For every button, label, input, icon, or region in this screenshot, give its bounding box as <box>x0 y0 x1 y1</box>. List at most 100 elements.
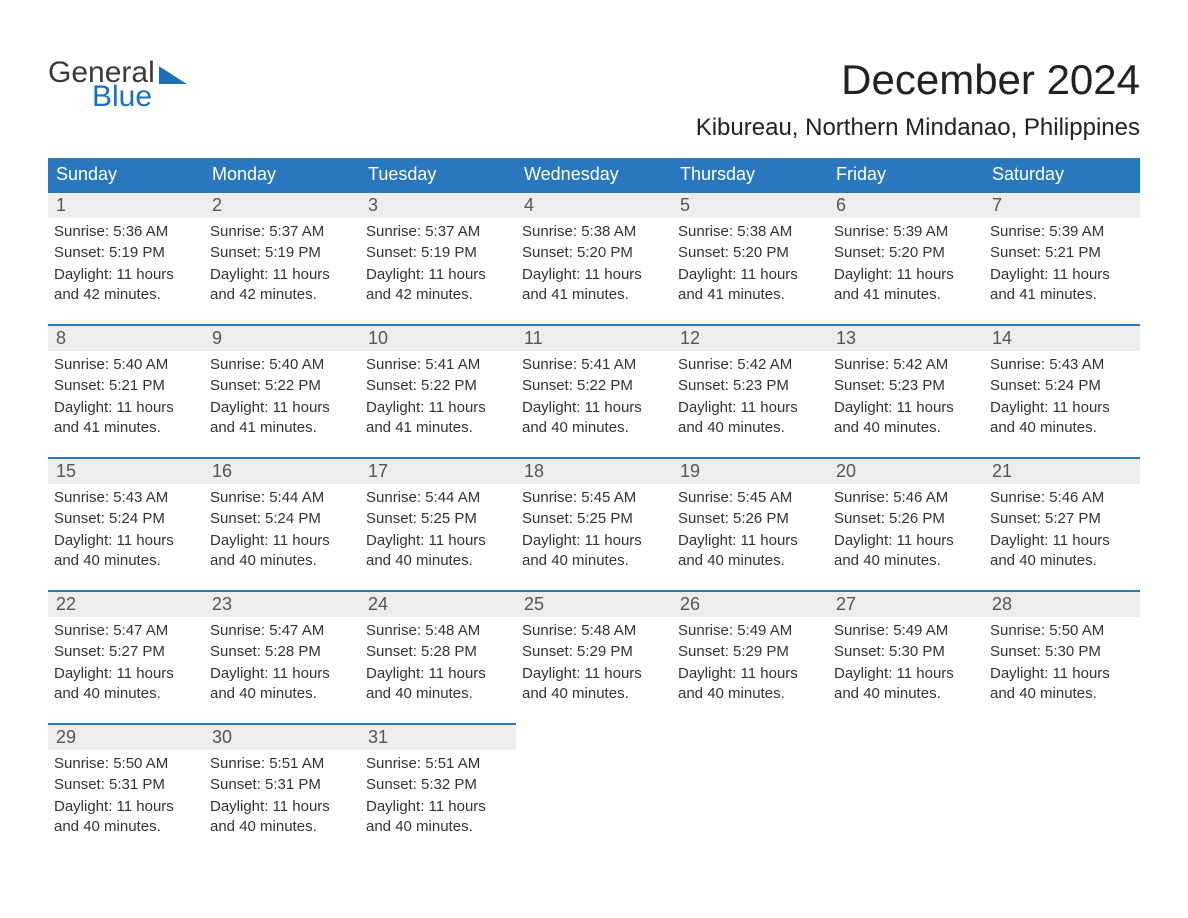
calendar-day-cell: 9Sunrise: 5:40 AMSunset: 5:22 PMDaylight… <box>204 325 360 458</box>
sunrise-line: Sunrise: 5:46 AM <box>990 488 1134 508</box>
day-details: Sunrise: 5:41 AMSunset: 5:22 PMDaylight:… <box>366 355 510 438</box>
sunrise-line: Sunrise: 5:37 AM <box>366 222 510 242</box>
weekday-header-row: Sunday Monday Tuesday Wednesday Thursday… <box>48 158 1140 192</box>
day-number: 13 <box>836 328 856 348</box>
sunrise-line: Sunrise: 5:49 AM <box>834 621 978 641</box>
day-number: 18 <box>524 461 544 481</box>
day-number: 26 <box>680 594 700 614</box>
day-details: Sunrise: 5:45 AMSunset: 5:25 PMDaylight:… <box>522 488 666 571</box>
calendar-day-cell: 20 Sunrise: 5:46 AMSunset: 5:26 PMDayligh… <box>828 458 984 591</box>
day-number: 20 <box>836 461 856 481</box>
weekday-header: Wednesday <box>516 158 672 192</box>
day-number: 15 <box>56 461 76 481</box>
daylight-line: Daylight: 11 hours and 40 minutes. <box>210 531 354 572</box>
calendar-week-row: 29Sunrise: 5:50 AMSunset: 5:31 PMDayligh… <box>48 724 1140 856</box>
daylight-line: Daylight: 11 hours and 41 minutes. <box>366 398 510 439</box>
calendar-day-cell: 6Sunrise: 5:39 AMSunset: 5:20 PMDaylight… <box>828 192 984 325</box>
sunset-line: Sunset: 5:21 PM <box>990 243 1134 263</box>
daylight-line: Daylight: 11 hours and 40 minutes. <box>990 531 1134 572</box>
sunset-line: Sunset: 5:30 PM <box>990 642 1134 662</box>
sunrise-line: Sunrise: 5:37 AM <box>210 222 354 242</box>
day-details: Sunrise: 5:37 AMSunset: 5:19 PMDaylight:… <box>210 222 354 305</box>
day-details: Sunrise: 5:43 AMSunset: 5:24 PMDaylight:… <box>54 488 198 571</box>
sunset-line: Sunset: 5:24 PM <box>210 509 354 529</box>
sunset-line: Sunset: 5:21 PM <box>54 376 198 396</box>
logo-flag-icon <box>159 66 187 84</box>
day-number: 16 <box>212 461 232 481</box>
sunset-line: Sunset: 5:29 PM <box>522 642 666 662</box>
sunset-line: Sunset: 5:22 PM <box>210 376 354 396</box>
calendar-week-row: 8Sunrise: 5:40 AMSunset: 5:21 PMDaylight… <box>48 325 1140 458</box>
day-number: 3 <box>368 195 378 215</box>
day-details: Sunrise: 5:51 AMSunset: 5:32 PMDaylight:… <box>366 754 510 837</box>
calendar-day-cell: 30Sunrise: 5:51 AMSunset: 5:31 PMDayligh… <box>204 724 360 856</box>
calendar-day-cell: 2Sunrise: 5:37 AMSunset: 5:19 PMDaylight… <box>204 192 360 325</box>
day-number: 8 <box>56 328 66 348</box>
daylight-line: Daylight: 11 hours and 40 minutes. <box>54 797 198 838</box>
daylight-line: Daylight: 11 hours and 41 minutes. <box>54 398 198 439</box>
daylight-line: Daylight: 11 hours and 40 minutes. <box>834 398 978 439</box>
sunset-line: Sunset: 5:24 PM <box>54 509 198 529</box>
daylight-line: Daylight: 11 hours and 40 minutes. <box>522 664 666 705</box>
sunrise-line: Sunrise: 5:39 AM <box>990 222 1134 242</box>
daylight-line: Daylight: 11 hours and 40 minutes. <box>678 398 822 439</box>
calendar-table: Sunday Monday Tuesday Wednesday Thursday… <box>48 158 1140 856</box>
daylight-line: Daylight: 11 hours and 40 minutes. <box>54 664 198 705</box>
sunset-line: Sunset: 5:25 PM <box>522 509 666 529</box>
sunset-line: Sunset: 5:27 PM <box>990 509 1134 529</box>
calendar-day-cell: 28Sunrise: 5:50 AMSunset: 5:30 PMDayligh… <box>984 591 1140 724</box>
daylight-line: Daylight: 11 hours and 41 minutes. <box>210 398 354 439</box>
sunrise-line: Sunrise: 5:47 AM <box>54 621 198 641</box>
sunset-line: Sunset: 5:31 PM <box>210 775 354 795</box>
sunset-line: Sunset: 5:19 PM <box>210 243 354 263</box>
calendar-day-cell: 7Sunrise: 5:39 AMSunset: 5:21 PMDaylight… <box>984 192 1140 325</box>
day-number: 21 <box>992 461 1012 481</box>
daylight-line: Daylight: 11 hours and 40 minutes. <box>834 664 978 705</box>
day-details: Sunrise: 5:49 AMSunset: 5:29 PMDaylight:… <box>678 621 822 704</box>
daylight-line: Daylight: 11 hours and 42 minutes. <box>210 265 354 306</box>
calendar-day-cell <box>672 724 828 856</box>
sunset-line: Sunset: 5:28 PM <box>210 642 354 662</box>
sunrise-line: Sunrise: 5:45 AM <box>678 488 822 508</box>
calendar-day-cell: 4Sunrise: 5:38 AMSunset: 5:20 PMDaylight… <box>516 192 672 325</box>
day-details: Sunrise: 5:46 AMSunset: 5:27 PMDaylight:… <box>990 488 1134 571</box>
calendar-day-cell: 11Sunrise: 5:41 AMSunset: 5:22 PMDayligh… <box>516 325 672 458</box>
daylight-line: Daylight: 11 hours and 40 minutes. <box>54 531 198 572</box>
day-details: Sunrise: 5:44 AMSunset: 5:25 PMDaylight:… <box>366 488 510 571</box>
day-details: Sunrise: 5:38 AMSunset: 5:20 PMDaylight:… <box>678 222 822 305</box>
title-block: December 2024 Kibureau, Northern Mindana… <box>696 56 1140 154</box>
sunrise-line: Sunrise: 5:44 AM <box>366 488 510 508</box>
daylight-line: Daylight: 11 hours and 40 minutes. <box>990 664 1134 705</box>
weekday-header: Friday <box>828 158 984 192</box>
sunset-line: Sunset: 5:25 PM <box>366 509 510 529</box>
month-title: December 2024 <box>696 56 1140 104</box>
weekday-header: Monday <box>204 158 360 192</box>
day-details: Sunrise: 5:44 AMSunset: 5:24 PMDaylight:… <box>210 488 354 571</box>
weekday-header: Saturday <box>984 158 1140 192</box>
day-details: Sunrise: 5:46 AMSunset: 5:26 PMDaylight:… <box>834 488 978 571</box>
sunrise-line: Sunrise: 5:43 AM <box>990 355 1134 375</box>
day-number: 27 <box>836 594 856 614</box>
sunrise-line: Sunrise: 5:46 AM <box>834 488 978 508</box>
day-number: 9 <box>212 328 222 348</box>
day-details: Sunrise: 5:41 AMSunset: 5:22 PMDaylight:… <box>522 355 666 438</box>
daylight-line: Daylight: 11 hours and 40 minutes. <box>210 797 354 838</box>
sunrise-line: Sunrise: 5:42 AM <box>834 355 978 375</box>
calendar-day-cell: 19Sunrise: 5:45 AMSunset: 5:26 PMDayligh… <box>672 458 828 591</box>
day-details: Sunrise: 5:42 AMSunset: 5:23 PMDaylight:… <box>678 355 822 438</box>
sunset-line: Sunset: 5:27 PM <box>54 642 198 662</box>
sunset-line: Sunset: 5:20 PM <box>522 243 666 263</box>
calendar-day-cell: 12Sunrise: 5:42 AMSunset: 5:23 PMDayligh… <box>672 325 828 458</box>
day-details: Sunrise: 5:47 AMSunset: 5:27 PMDaylight:… <box>54 621 198 704</box>
day-number: 5 <box>680 195 690 215</box>
daylight-line: Daylight: 11 hours and 42 minutes. <box>366 265 510 306</box>
calendar-day-cell: 23Sunrise: 5:47 AMSunset: 5:28 PMDayligh… <box>204 591 360 724</box>
sunset-line: Sunset: 5:22 PM <box>366 376 510 396</box>
daylight-line: Daylight: 11 hours and 41 minutes. <box>834 265 978 306</box>
sunrise-line: Sunrise: 5:41 AM <box>366 355 510 375</box>
daylight-line: Daylight: 11 hours and 40 minutes. <box>834 531 978 572</box>
sunset-line: Sunset: 5:30 PM <box>834 642 978 662</box>
calendar-day-cell <box>984 724 1140 856</box>
sunset-line: Sunset: 5:26 PM <box>678 509 822 529</box>
calendar-day-cell: 27 Sunrise: 5:49 AMSunset: 5:30 PMDayligh… <box>828 591 984 724</box>
